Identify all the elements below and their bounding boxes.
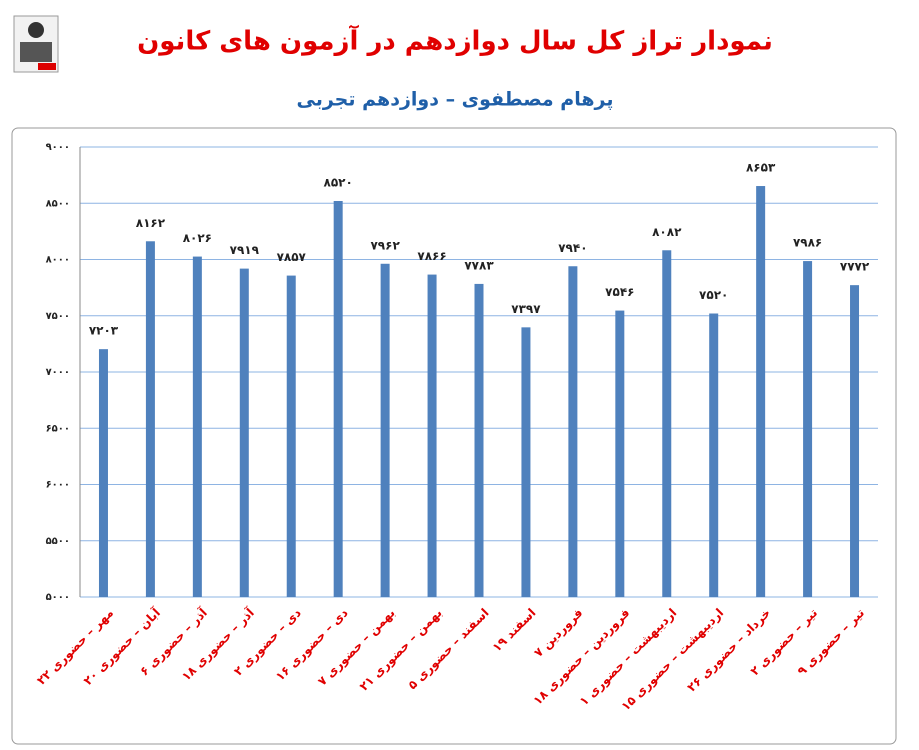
bar (98, 349, 108, 597)
chart-subtitle: پرهام مصطفوی – دوازدهم تجربی (297, 89, 614, 111)
bar (803, 261, 813, 597)
bar (286, 275, 296, 597)
value-label: ۷۳۹۷ (511, 302, 541, 316)
value-label: ۷۸۵۷ (277, 250, 307, 264)
x-tick-label: ۲۲ مهر – حضوری (34, 606, 117, 689)
y-tick-label: ۷۵۰۰ (46, 311, 70, 322)
value-label: ۸۱۶۲ (136, 216, 166, 230)
bar (427, 274, 437, 597)
bar (474, 283, 484, 597)
value-label: ۷۹۸۶ (793, 236, 822, 250)
value-label: ۷۹۴۰ (558, 241, 587, 255)
y-tick-label: ۶۵۰۰ (46, 423, 70, 434)
y-tick-label: ۶۰۰۰ (46, 480, 70, 491)
value-label: ۷۵۴۶ (605, 285, 634, 299)
value-label: ۷۷۷۲ (840, 260, 870, 274)
value-label: ۸۶۵۳ (746, 161, 776, 175)
value-label: ۷۷۸۳ (464, 258, 494, 272)
value-label: ۷۹۶۲ (370, 238, 400, 252)
value-label: ۷۸۶۶ (417, 249, 446, 263)
y-tick-label: ۵۵۰۰ (46, 536, 70, 547)
bar (568, 266, 578, 597)
value-label: ۸۰۲۶ (183, 231, 212, 245)
value-label: ۷۲۰۳ (89, 324, 119, 338)
bar (615, 310, 625, 597)
x-tick-label: ۱۹ اسفند (490, 606, 539, 655)
y-tick-label: ۷۰۰۰ (46, 367, 70, 378)
bar (333, 201, 343, 597)
bar (756, 186, 766, 597)
chart-title: نمودار تراز کل سال دوازدهم در آزمون های … (137, 25, 773, 57)
y-tick-label: ۵۰۰۰ (46, 592, 70, 603)
value-label: ۸۰۸۲ (652, 225, 682, 239)
bar (662, 250, 672, 597)
bar (709, 313, 719, 597)
bar (239, 268, 249, 597)
bar (850, 285, 860, 597)
bar (145, 241, 155, 597)
value-label: ۸۵۲۰ (324, 176, 353, 190)
x-tick-label: ۲۰ آبان – حضوری (80, 604, 164, 688)
bar (380, 263, 390, 597)
logo (13, 15, 59, 73)
value-label: ۷۵۲۰ (699, 288, 728, 302)
x-tick-label: ۲۶ خرداد – حضوری (684, 606, 774, 696)
x-tick-label: ۲۱ بهمن – حضوری (357, 606, 446, 695)
y-tick-label: ۸۰۰۰ (46, 255, 70, 266)
bar (521, 327, 531, 597)
plot-frame (11, 127, 897, 745)
bar (192, 256, 202, 597)
y-tick-label: ۹۰۰۰ (46, 142, 70, 153)
y-tick-label: ۸۵۰۰ (46, 198, 70, 209)
value-label: ۷۹۱۹ (230, 243, 260, 257)
x-tick-label: ۵ اسفند – حضوری (405, 606, 492, 693)
